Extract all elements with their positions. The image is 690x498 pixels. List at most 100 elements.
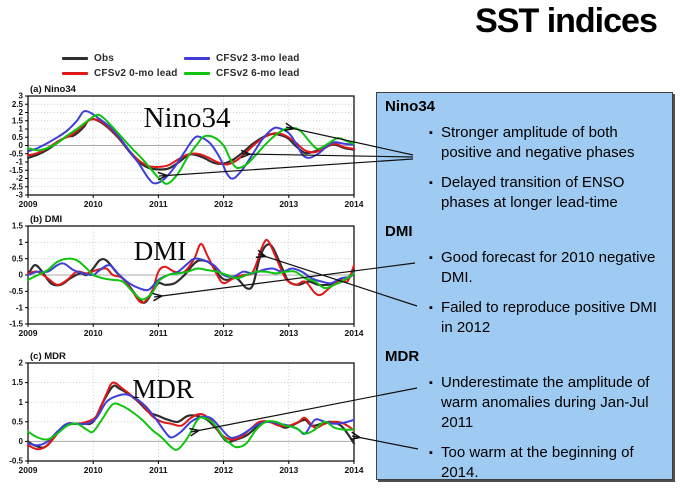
legend-label-obs: Obs: [94, 53, 115, 64]
svg-text:2012: 2012: [214, 199, 233, 209]
svg-text:2014: 2014: [345, 328, 364, 338]
svg-text:0: 0: [19, 141, 24, 150]
panel-nino34-chart: -3-2.5-2-1.5-1-0.500.511.522.53 2009 2010 2…: [9, 84, 364, 209]
svg-text:1: 1: [19, 398, 24, 407]
panel-label: (b) DMI: [30, 214, 62, 225]
notes-section-nino34: Nino34 ▪ Stronger amplitude of both posit…: [385, 98, 664, 213]
panel-inner-title: Nino34: [144, 102, 232, 134]
svg-text:0.5: 0.5: [12, 254, 24, 263]
svg-text:1: 1: [19, 238, 24, 247]
svg-text:-1: -1: [16, 303, 24, 312]
list-item: ▪ Good forecast for 2010 negative DMI.: [429, 248, 664, 288]
svg-text:2010: 2010: [84, 199, 103, 209]
panel-mdr-chart: -0.5 0 0.5 1 1.5 2 2009 2010 2011 2012 2013 2014 (c)…: [9, 351, 364, 475]
panel-inner-title: DMI: [134, 236, 187, 266]
svg-text:1.5: 1.5: [12, 116, 24, 125]
legend-item-0mo: CFSv2 0-mo lead: [62, 66, 184, 81]
series-mdr-obs-line: [26, 384, 356, 449]
list-item: ▪ Delayed transition of ENSO phases at lo…: [429, 173, 664, 213]
svg-text:2013: 2013: [279, 465, 298, 475]
bullet-square-icon: ▪: [429, 302, 433, 314]
series-dmi-cfsv2-0-mo-lead-line: [27, 238, 355, 304]
note-text: Good forecast for 2010 negative DMI.: [441, 249, 656, 286]
panel-inner-title: MDR: [132, 374, 194, 404]
svg-text:2011: 2011: [149, 199, 168, 209]
svg-text:2010: 2010: [84, 328, 103, 338]
series-dmi-cfsv2-3-mo-lead-line: [27, 257, 355, 292]
svg-text:-1: -1: [16, 158, 24, 167]
notes-heading-mdr: MDR: [385, 348, 420, 365]
note-text: Delayed transition of ENSO phases at lon…: [441, 174, 625, 211]
svg-text:0: 0: [19, 437, 24, 446]
svg-text:0: 0: [19, 271, 24, 280]
bullet-square-icon: ▪: [429, 252, 433, 264]
obs-line-swatch: [62, 57, 88, 60]
svg-text:2009: 2009: [19, 328, 38, 338]
note-text: Stronger amplitude of both positive and …: [441, 124, 635, 161]
legend-label-6mo: CFSv2 6-mo lead: [216, 68, 300, 79]
notes-section-mdr: MDR ▪ Underestimate the amplitude of warm…: [385, 348, 664, 483]
svg-text:2013: 2013: [279, 199, 298, 209]
svg-text:1: 1: [19, 125, 24, 134]
svg-text:-0.5: -0.5: [9, 457, 23, 466]
list-item: ▪ Failed to reproduce positive DMI in 201…: [429, 298, 664, 338]
svg-text:2011: 2011: [149, 328, 168, 338]
series-dmi-cfsv2-6-mo-lead-line: [27, 257, 355, 301]
panel-label: (c) MDR: [30, 351, 66, 362]
series-dmi-obs-line: [26, 243, 356, 304]
cfsv2-3mo-line-swatch: [184, 57, 210, 60]
svg-text:0.5: 0.5: [12, 417, 24, 426]
svg-text:2012: 2012: [214, 328, 233, 338]
series-nino34-cfsv2-0-mo-lead-line: [27, 118, 355, 169]
panel-dmi-chart: -1.5 -1 -0.5 0 0.5 1 1.5 2009 2010 2011 2012 2013 20…: [9, 214, 364, 338]
panel-label: (a) Nino34: [30, 84, 77, 95]
note-text: Underestimate the amplitude of warm anom…: [441, 374, 650, 431]
svg-text:2009: 2009: [19, 199, 38, 209]
legend-item-3mo: CFSv2 3-mo lead: [184, 51, 354, 66]
list-item: ▪ Underestimate the amplitude of warm ano…: [429, 373, 664, 433]
cfsv2-0mo-line-swatch: [62, 72, 88, 75]
bullet-square-icon: ▪: [429, 377, 433, 389]
legend-label-3mo: CFSv2 3-mo lead: [216, 53, 300, 64]
bullet-square-icon: ▪: [429, 447, 433, 459]
bullet-square-icon: ▪: [429, 127, 433, 139]
svg-text:2011: 2011: [149, 465, 168, 475]
legend-label-0mo: CFSv2 0-mo lead: [94, 68, 178, 79]
svg-text:-1.5: -1.5: [9, 320, 23, 329]
legend-item-obs: Obs: [62, 51, 184, 66]
svg-text:-0.5: -0.5: [9, 149, 23, 158]
notes-heading-nino34: Nino34: [385, 98, 436, 115]
svg-text:2013: 2013: [279, 328, 298, 338]
series-mdr-cfsv2-6-mo-lead-line: [27, 402, 355, 451]
svg-text:1.5: 1.5: [12, 222, 24, 231]
svg-text:-3: -3: [16, 191, 24, 200]
series-nino34-obs-line: [26, 117, 356, 171]
svg-text:2.5: 2.5: [12, 100, 24, 109]
summary-notes-box: Nino34 ▪ Stronger amplitude of both posit…: [376, 92, 673, 483]
notes-section-dmi: DMI ▪ Good forecast for 2010 negative DMI…: [385, 223, 664, 338]
annotation-arrow: [159, 158, 414, 176]
series-mdr-cfsv2-3-mo-lead-line: [27, 393, 355, 447]
cfsv2-6mo-line-swatch: [184, 72, 210, 75]
svg-text:1.5: 1.5: [12, 378, 24, 387]
svg-text:2012: 2012: [214, 465, 233, 475]
svg-text:-2.5: -2.5: [9, 182, 23, 191]
svg-text:2010: 2010: [84, 465, 103, 475]
series-mdr-cfsv2-0-mo-lead-line: [27, 381, 355, 451]
bullet-square-icon: ▪: [429, 177, 433, 189]
svg-text:-2: -2: [16, 174, 24, 183]
svg-text:2: 2: [19, 108, 24, 117]
svg-text:2009: 2009: [19, 465, 38, 475]
page-title: SST indices: [475, 2, 658, 40]
svg-text:-1.5: -1.5: [9, 166, 23, 175]
svg-text:2014: 2014: [345, 465, 364, 475]
list-item: ▪ Stronger amplitude of both positive and…: [429, 123, 664, 163]
svg-text:2014: 2014: [345, 199, 364, 209]
svg-text:2: 2: [19, 359, 24, 368]
note-text: Too warm at the beginning of 2014.: [441, 444, 634, 481]
series-nino34-cfsv2-6-mo-lead-line: [27, 113, 355, 185]
series-nino34-cfsv2-3-mo-lead-line: [27, 110, 355, 185]
chart-legend: Obs CFSv2 0-mo lead CFSv2 3-mo lead CFSv…: [62, 51, 354, 81]
svg-text:3: 3: [19, 92, 24, 101]
